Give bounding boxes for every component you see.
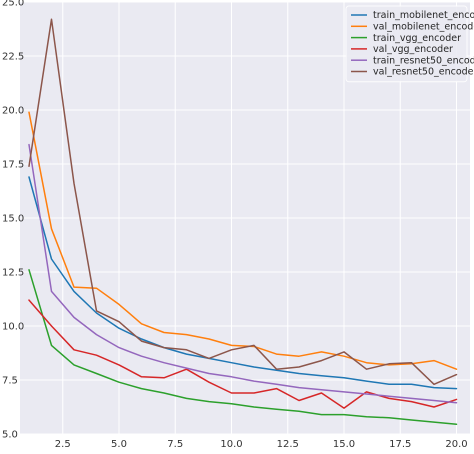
y-tick-label: 7.5 (2, 376, 18, 387)
x-tick-label: 12.5 (277, 439, 299, 450)
x-tick-label: 20.0 (445, 439, 467, 450)
y-tick-label: 22.5 (2, 52, 24, 63)
series-lines (28, 18, 458, 426)
y-tick-label: 20.0 (2, 106, 24, 117)
series-line-train-mobilenet-encoder (28, 176, 458, 390)
y-tick-label: 17.5 (2, 160, 24, 171)
x-tick-label: 5.0 (111, 439, 127, 450)
y-tick-label: 12.5 (2, 268, 24, 279)
legend: train_mobilenet_encoderval_mobilenet_enc… (345, 5, 474, 83)
legend-label: train_mobilenet_encoder (373, 10, 474, 21)
legend-label: train_resnet50_encoder (373, 55, 474, 66)
x-tick-label: 7.5 (167, 439, 183, 450)
y-tick-label: 15.0 (2, 214, 24, 225)
series-line-val-vgg-encoder (28, 299, 458, 409)
legend-label: val_vgg_encoder (373, 44, 453, 55)
series-line-train-vgg-encoder (28, 269, 458, 426)
legend-label: train_vgg_encoder (373, 33, 461, 44)
x-tick-label: 17.5 (389, 439, 411, 450)
x-tick-label: 10.0 (220, 439, 242, 450)
x-tick-label: 2.5 (55, 439, 71, 450)
series-line-train-resnet50-encoder (28, 143, 458, 404)
legend-box (345, 5, 468, 83)
x-tick-label: 15.0 (333, 439, 355, 450)
x-axis-ticks: 2.5 5.0 7.5 10.0 12.5 15.0 17.5 20.0 (55, 439, 468, 450)
legend-label: val_resnet50_encoder (373, 67, 474, 78)
y-tick-label: 10.0 (2, 322, 24, 333)
y-tick-label: 5.0 (2, 430, 18, 441)
y-axis-ticks: 5.0 7.5 10.0 12.5 15.0 17.5 20.0 22.5 25.0 (2, 0, 24, 441)
y-tick-label: 25.0 (2, 0, 24, 9)
series-line-val-resnet50-encoder (28, 18, 458, 386)
legend-label: val_mobilenet_encoder (373, 22, 474, 33)
